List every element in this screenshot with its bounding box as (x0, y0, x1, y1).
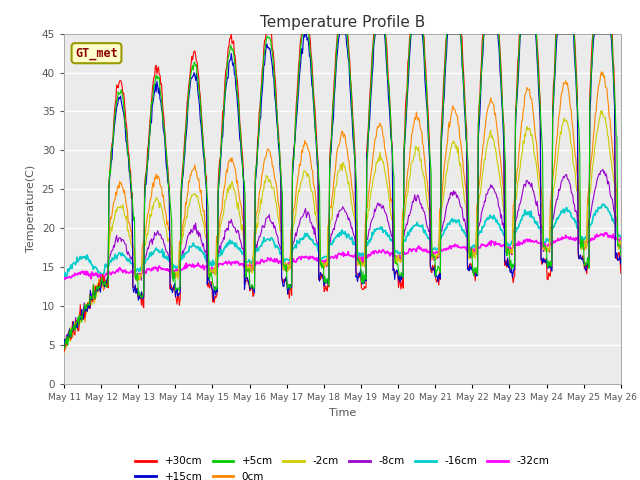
Legend: +30cm, +15cm, +5cm, 0cm, -2cm, -8cm, -16cm, -32cm: +30cm, +15cm, +5cm, 0cm, -2cm, -8cm, -16… (131, 452, 554, 480)
Title: Temperature Profile B: Temperature Profile B (260, 15, 425, 30)
X-axis label: Time: Time (329, 408, 356, 418)
Text: GT_met: GT_met (75, 47, 118, 60)
Y-axis label: Temperature(C): Temperature(C) (26, 165, 36, 252)
